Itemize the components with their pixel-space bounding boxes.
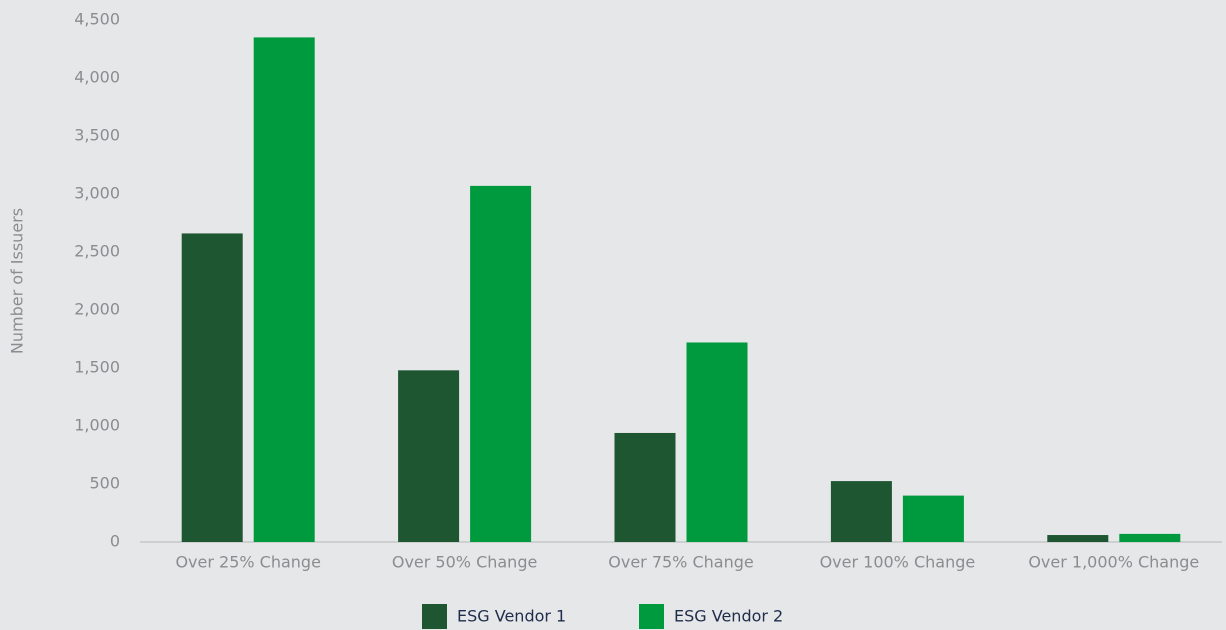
x-tick-label: Over 1,000% Change	[1028, 553, 1199, 572]
legend-label: ESG Vendor 1	[457, 607, 566, 626]
y-axis-label: Number of Issuers	[8, 208, 27, 354]
bar	[470, 185, 532, 542]
y-tick-label: 0	[110, 532, 120, 551]
bar	[1047, 535, 1109, 542]
legend-swatch	[422, 604, 447, 629]
y-tick-label: 3,000	[74, 184, 120, 203]
x-tick-label: Over 100% Change	[820, 553, 976, 572]
y-tick-label: 500	[89, 474, 120, 493]
y-tick-label: 1,500	[74, 358, 120, 377]
x-tick-label: Over 50% Change	[392, 553, 537, 572]
legend-label: ESG Vendor 2	[674, 607, 783, 626]
bar	[398, 370, 460, 542]
bar	[614, 432, 676, 542]
bar	[902, 495, 964, 542]
legend-swatch	[639, 604, 664, 629]
bar	[830, 481, 892, 542]
y-tick-label: 3,500	[74, 126, 120, 145]
y-tick-label: 2,500	[74, 242, 120, 261]
y-tick-label: 4,500	[74, 10, 120, 29]
bar	[253, 37, 315, 543]
bar	[181, 233, 243, 542]
y-tick-label: 4,000	[74, 68, 120, 87]
bar	[1119, 533, 1181, 542]
x-tick-label: Over 75% Change	[608, 553, 753, 572]
y-tick-label: 2,000	[74, 300, 120, 319]
bar	[686, 342, 748, 542]
y-tick-label: 1,000	[74, 416, 120, 435]
x-tick-label: Over 25% Change	[175, 553, 320, 572]
